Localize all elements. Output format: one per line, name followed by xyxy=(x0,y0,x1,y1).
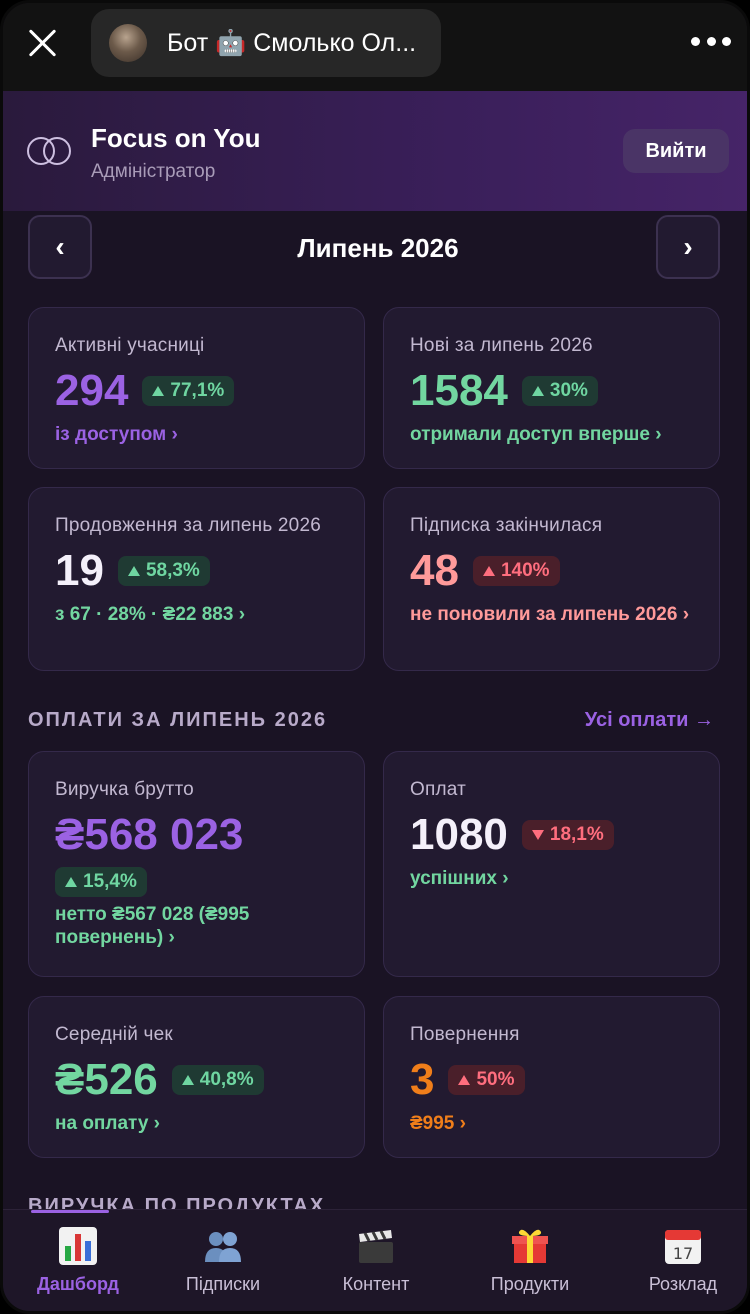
change-badge: 58,3% xyxy=(117,556,210,586)
user-role: Адміністратор xyxy=(91,161,216,182)
pay-card-revenue[interactable]: Виручка брутто ₴568 023 15,4% нетто ₴567… xyxy=(28,751,365,977)
card-sub-link[interactable]: отримали доступ вперше › xyxy=(410,424,662,445)
active-tab-indicator xyxy=(31,1210,109,1213)
bot-title: Бот 🤖 Смолько Ол... xyxy=(167,28,417,57)
change-badge: 18,1% xyxy=(521,820,614,850)
change-badge: 77,1% xyxy=(142,376,235,406)
pay-card-refunds[interactable]: Повернення 3 50% ₴995 › xyxy=(383,996,720,1158)
users-icon xyxy=(205,1232,241,1262)
change-badge: 50% xyxy=(448,1065,525,1095)
app-header: Focus on You Адміністратор Вийти xyxy=(3,91,747,211)
stat-card-active[interactable]: Активні учасниці 294 77,1% із доступом › xyxy=(28,307,365,469)
clapperboard-icon xyxy=(359,1230,393,1263)
arrow-up-icon xyxy=(127,566,140,576)
month-navigation: ‹ Липень 2026 › xyxy=(3,215,747,281)
system-topbar: Бот 🤖 Смолько Ол... xyxy=(3,3,747,91)
card-sub-link[interactable]: ₴995 › xyxy=(410,1113,466,1134)
gift-icon xyxy=(512,1229,548,1263)
tab-label: Дашборд xyxy=(37,1274,119,1294)
card-value: ₴568 023 xyxy=(55,810,244,859)
change-badge: 30% xyxy=(521,376,598,406)
bar-chart-icon xyxy=(59,1227,97,1265)
card-label: Виручка брутто xyxy=(55,779,194,800)
close-icon[interactable] xyxy=(21,23,63,65)
arrow-up-icon xyxy=(458,1075,471,1085)
card-label: Нові за липень 2026 xyxy=(410,335,593,356)
tab-dashboard[interactable]: Дашборд xyxy=(3,1210,153,1311)
change-badge: 140% xyxy=(472,556,560,586)
card-value: 294 xyxy=(55,366,129,415)
arrow-up-icon xyxy=(531,386,544,396)
tab-label: Підписки xyxy=(185,1274,261,1294)
card-value: 1080 xyxy=(410,810,508,859)
bottom-tab-bar: Дашборд Підписки Контент xyxy=(3,1209,747,1311)
tab-subscriptions[interactable]: Підписки xyxy=(148,1210,298,1311)
arrow-up-icon xyxy=(65,877,77,887)
card-label: Активні учасниці xyxy=(55,335,205,356)
brand-name: Focus on You xyxy=(91,123,261,153)
arrow-up-icon xyxy=(181,1075,194,1085)
logout-button[interactable]: Вийти xyxy=(623,129,729,173)
tab-label: Продукти xyxy=(490,1274,570,1294)
arrow-up-icon xyxy=(152,386,165,396)
prev-month-button[interactable]: ‹ xyxy=(28,215,92,279)
bot-title-pill[interactable]: Бот 🤖 Смолько Ол... xyxy=(91,9,441,77)
stat-card-renewals[interactable]: Продовження за липень 2026 19 58,3% з 67… xyxy=(28,487,365,671)
tab-products[interactable]: Продукти xyxy=(455,1210,605,1311)
tab-label: Розклад xyxy=(648,1274,718,1294)
stat-card-expired[interactable]: Підписка закінчилася 48 140% не поновили… xyxy=(383,487,720,671)
calendar-day: 17 xyxy=(673,1244,693,1263)
tab-content[interactable]: Контент xyxy=(301,1210,451,1311)
month-title: Липень 2026 xyxy=(297,233,459,263)
stat-card-new[interactable]: Нові за липень 2026 1584 30% отримали до… xyxy=(383,307,720,469)
arrow-down-icon xyxy=(531,830,544,840)
card-sub-link[interactable]: з 67 · 28% · ₴22 883 › xyxy=(55,604,246,625)
card-sub-link[interactable]: нетто ₴567 028 (₴995 повернень) › xyxy=(55,904,250,948)
card-value: 48 xyxy=(410,546,459,595)
all-payments-link[interactable]: Усі оплати → xyxy=(584,709,714,731)
card-value: 1584 xyxy=(410,366,508,415)
card-value: 3 xyxy=(410,1055,435,1104)
card-sub-link[interactable]: із доступом › xyxy=(55,424,178,445)
card-label: Підписка закінчилася xyxy=(410,515,603,536)
card-value: 19 xyxy=(55,546,104,595)
change-badge: 15,4% xyxy=(55,867,147,897)
calendar-icon: 17 xyxy=(665,1230,701,1264)
card-value: ₴526 xyxy=(55,1055,158,1104)
card-sub-link[interactable]: не поновили за липень 2026 › xyxy=(410,604,690,625)
card-label: Оплат xyxy=(410,779,467,800)
products-section-title: ВИРУЧКА ПО ПРОДУКТАХ xyxy=(28,1195,326,1209)
tab-label: Контент xyxy=(342,1274,410,1294)
more-icon[interactable] xyxy=(691,33,731,49)
card-label: Продовження за липень 2026 xyxy=(55,515,321,536)
arrow-up-icon xyxy=(482,566,495,576)
card-sub-link[interactable]: успішних › xyxy=(410,868,509,889)
brand-logo-icon xyxy=(27,137,73,167)
pay-card-count[interactable]: Оплат 1080 18,1% успішних › xyxy=(383,751,720,977)
card-label: Середній чек xyxy=(55,1024,173,1045)
card-sub-link[interactable]: на оплату › xyxy=(55,1113,160,1134)
bot-avatar xyxy=(109,24,147,62)
payments-section-title: ОПЛАТИ ЗА ЛИПЕНЬ 2026 xyxy=(28,709,328,731)
tab-schedule[interactable]: 17 Розклад xyxy=(608,1210,747,1311)
change-badge: 40,8% xyxy=(171,1065,264,1095)
card-label: Повернення xyxy=(410,1024,520,1045)
pay-card-avg[interactable]: Середній чек ₴526 40,8% на оплату › xyxy=(28,996,365,1158)
next-month-button[interactable]: › xyxy=(656,215,720,279)
